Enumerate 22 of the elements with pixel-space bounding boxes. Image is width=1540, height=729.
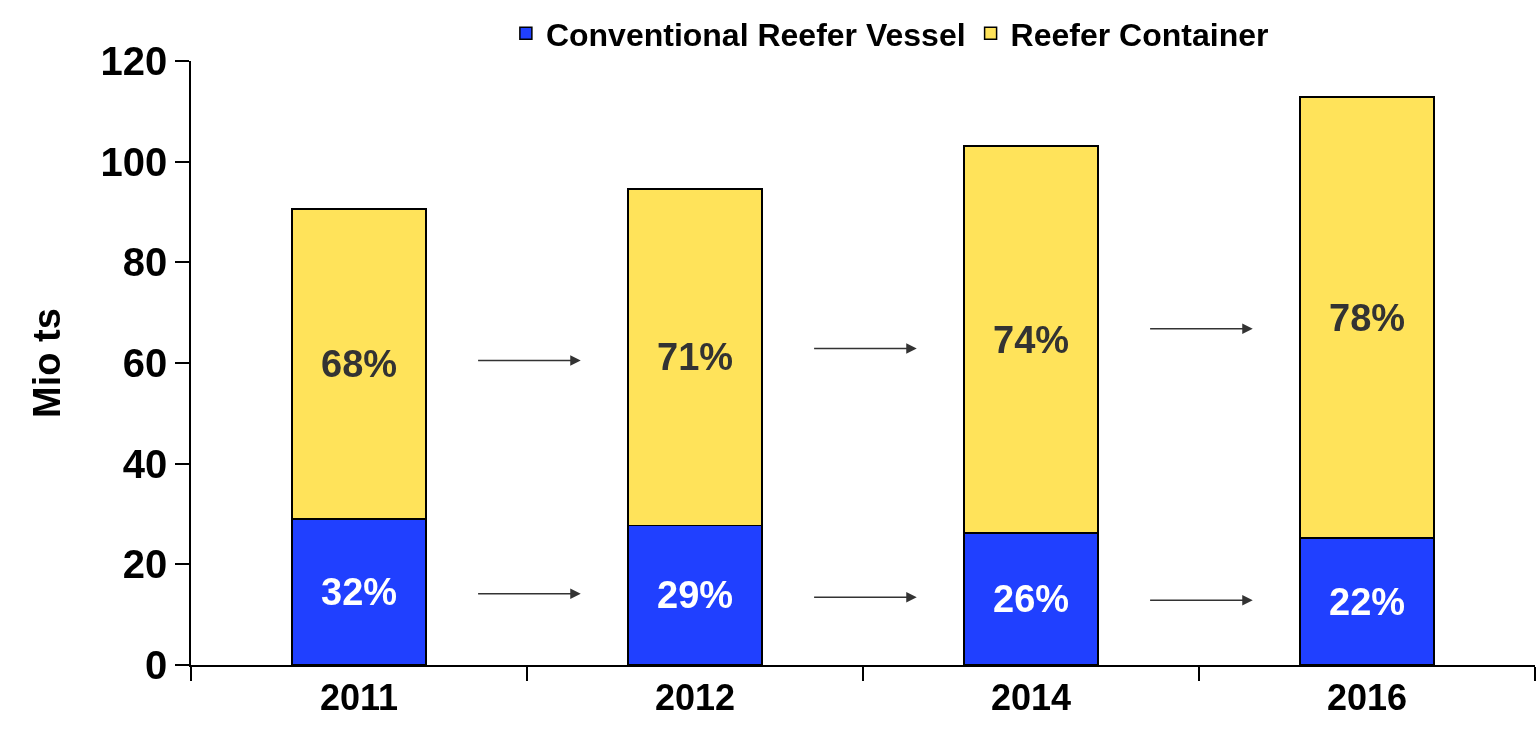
y-tick-label: 120	[100, 39, 168, 83]
y-tick-label: 20	[122, 542, 168, 587]
annotation: 74%	[993, 319, 1070, 361]
x-tick-label: 2016	[1326, 677, 1408, 719]
annotation: 32%	[321, 571, 398, 613]
legend-label: Reefer Container	[1010, 16, 1269, 53]
y-tick-label: 100	[100, 139, 168, 184]
x-tick-label: 2012	[654, 677, 736, 719]
y-tick-label: 80	[122, 240, 168, 285]
x-tick-label: 2011	[319, 677, 399, 719]
legend-label: Conventional Reefer Vessel	[545, 16, 966, 53]
y-axis-title: Mio ts	[26, 308, 69, 418]
annotation: 71%	[657, 336, 734, 378]
annotation: 78%	[1329, 297, 1406, 339]
y-tick-label: 0	[145, 643, 168, 687]
annotation: 22%	[1329, 581, 1406, 623]
annotation: 26%	[993, 578, 1070, 620]
y-tick-label: 40	[122, 441, 168, 486]
x-tick-label: 2014	[990, 677, 1072, 719]
y-tick-label: 60	[122, 341, 168, 385]
annotation: 68%	[321, 343, 398, 385]
annotation: 29%	[657, 574, 734, 616]
